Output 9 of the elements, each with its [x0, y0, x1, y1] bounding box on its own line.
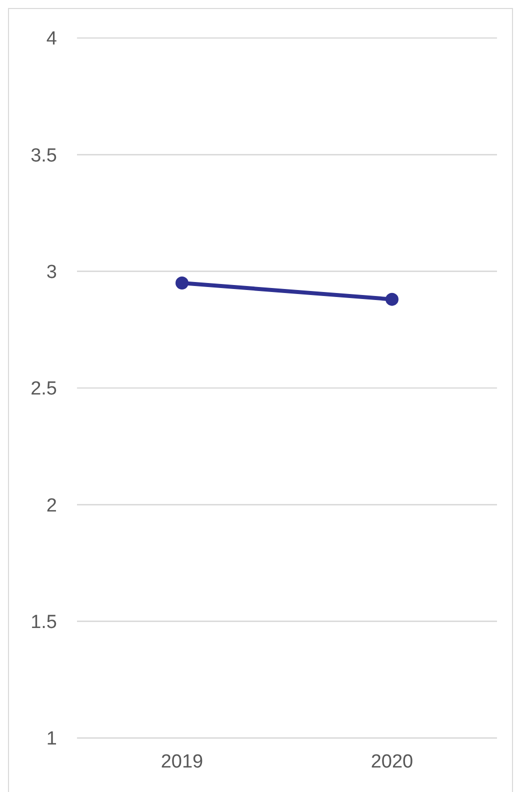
y-tick-label: 3: [46, 262, 57, 284]
y-tick-label: 4: [46, 28, 58, 50]
y-tick-label: 1: [46, 728, 57, 750]
y-tick-label: 3.5: [30, 145, 57, 166]
x-tick-label: 2019: [160, 751, 204, 772]
x-tick-label: 2020: [370, 751, 414, 772]
y-tick-label: 1.5: [30, 612, 57, 634]
y-tick-label: 2: [46, 495, 57, 516]
y-tick-label: 2.5: [30, 378, 57, 400]
